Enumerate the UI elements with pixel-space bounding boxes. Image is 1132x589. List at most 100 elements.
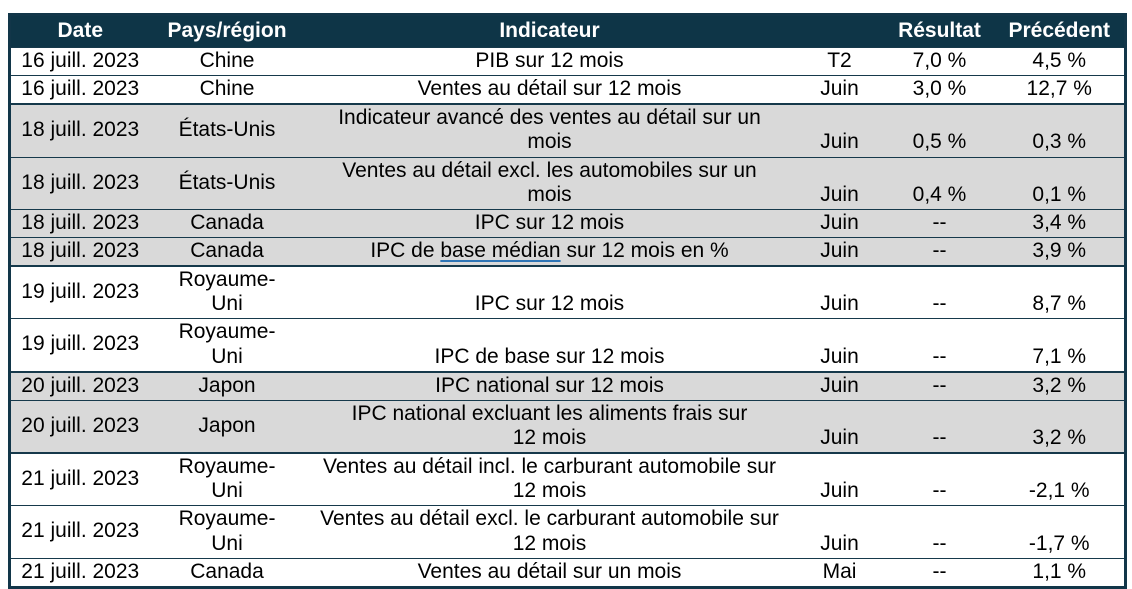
cell-pays: Japon xyxy=(149,370,305,401)
cell-periode: Juin xyxy=(794,103,885,158)
table-row: 19 juill. 2023 Royaume- Uni IPC sur 12 m… xyxy=(9,265,1126,319)
cell-indicateur: IPC de base médian sur 12 mois en % xyxy=(304,236,795,267)
cell-periode: Juin xyxy=(794,265,885,319)
cell-periode: Juin xyxy=(794,156,885,210)
cell-indicateur: IPC sur 12 mois xyxy=(304,208,795,238)
table-row: 20 juill. 2023 Japon IPC national exclua… xyxy=(9,399,1126,454)
cell-precedent: 3,2 % xyxy=(994,370,1126,401)
table-row: 20 juill. 2023 Japon IPC national sur 12… xyxy=(9,370,1126,401)
table-row: 18 juill. 2023 Canada IPC sur 12 mois Ju… xyxy=(9,208,1126,238)
cell-date: 20 juill. 2023 xyxy=(9,399,150,454)
cell-periode: Mai xyxy=(794,557,885,588)
cell-date: 16 juill. 2023 xyxy=(9,75,150,105)
cell-pays: Royaume- Uni xyxy=(149,452,305,506)
cell-resultat: -- xyxy=(884,265,995,319)
table-row: 21 juill. 2023 Royaume- Uni Ventes au dé… xyxy=(9,505,1126,559)
cell-date: 20 juill. 2023 xyxy=(9,370,150,401)
table-row: 18 juill. 2023 Canada IPC de base médian… xyxy=(9,236,1126,267)
cell-periode: Juin xyxy=(794,318,885,372)
cell-date: 21 juill. 2023 xyxy=(9,505,150,559)
cell-pays: Chine xyxy=(149,46,305,76)
cell-indicateur: Ventes au détail sur un mois xyxy=(304,557,795,588)
table-row: 21 juill. 2023 Royaume- Uni Ventes au dé… xyxy=(9,452,1126,506)
cell-indicateur: Ventes au détail incl. le carburant auto… xyxy=(304,452,795,506)
column-header-periode xyxy=(794,14,885,48)
cell-indicateur: Ventes au détail excl. les automobiles s… xyxy=(304,156,795,210)
cell-pays: Canada xyxy=(149,236,305,267)
cell-date: 18 juill. 2023 xyxy=(9,236,150,267)
cell-date: 21 juill. 2023 xyxy=(9,452,150,506)
indicator-link[interactable]: base médian xyxy=(440,238,561,262)
cell-resultat: -- xyxy=(884,236,995,267)
economic-calendar-table: Date Pays/région Indicateur Résultat Pré… xyxy=(8,13,1127,589)
cell-pays: Royaume- Uni xyxy=(149,318,305,372)
header-row: Date Pays/région Indicateur Résultat Pré… xyxy=(9,14,1126,48)
cell-resultat: -- xyxy=(884,557,995,588)
cell-periode: Juin xyxy=(794,399,885,454)
cell-periode: Juin xyxy=(794,75,885,105)
table-row: 16 juill. 2023 Chine Ventes au détail su… xyxy=(9,75,1126,105)
cell-pays: Canada xyxy=(149,208,305,238)
cell-resultat: 7,0 % xyxy=(884,46,995,76)
cell-precedent: 7,1 % xyxy=(994,318,1126,372)
cell-pays: États-Unis xyxy=(149,156,305,210)
column-header-resultat: Résultat xyxy=(884,14,995,48)
cell-precedent: 8,7 % xyxy=(994,265,1126,319)
cell-date: 19 juill. 2023 xyxy=(9,318,150,372)
cell-resultat: 0,4 % xyxy=(884,156,995,210)
cell-indicateur: IPC sur 12 mois xyxy=(304,265,795,319)
cell-precedent: 0,1 % xyxy=(994,156,1126,210)
cell-date: 18 juill. 2023 xyxy=(9,208,150,238)
table-row: 18 juill. 2023 États-Unis Ventes au déta… xyxy=(9,156,1126,210)
table-row: 19 juill. 2023 Royaume- Uni IPC de base … xyxy=(9,318,1126,372)
cell-date: 16 juill. 2023 xyxy=(9,46,150,76)
cell-precedent: 3,2 % xyxy=(994,399,1126,454)
cell-indicateur: Ventes au détail sur 12 mois xyxy=(304,75,795,105)
cell-resultat: -- xyxy=(884,208,995,238)
cell-precedent: -1,7 % xyxy=(994,505,1126,559)
cell-pays: Royaume- Uni xyxy=(149,265,305,319)
table-row: 16 juill. 2023 Chine PIB sur 12 mois T2 … xyxy=(9,46,1126,76)
cell-indicateur: PIB sur 12 mois xyxy=(304,46,795,76)
cell-resultat: 0,5 % xyxy=(884,103,995,158)
cell-date: 21 juill. 2023 xyxy=(9,557,150,588)
table-row: 21 juill. 2023 Canada Ventes au détail s… xyxy=(9,557,1126,588)
cell-pays: Canada xyxy=(149,557,305,588)
column-header-precedent: Précédent xyxy=(994,14,1126,48)
cell-indicateur: IPC de base sur 12 mois xyxy=(304,318,795,372)
cell-periode: Juin xyxy=(794,452,885,506)
cell-precedent: 12,7 % xyxy=(994,75,1126,105)
cell-resultat: -- xyxy=(884,318,995,372)
indicator-text: IPC de xyxy=(370,238,441,262)
cell-precedent: 3,9 % xyxy=(994,236,1126,267)
cell-precedent: 3,4 % xyxy=(994,208,1126,238)
cell-resultat: -- xyxy=(884,370,995,401)
cell-date: 19 juill. 2023 xyxy=(9,265,150,319)
cell-date: 18 juill. 2023 xyxy=(9,156,150,210)
table-header: Date Pays/région Indicateur Résultat Pré… xyxy=(9,14,1126,48)
table-body: 16 juill. 2023 Chine PIB sur 12 mois T2 … xyxy=(9,46,1126,588)
cell-pays: Japon xyxy=(149,399,305,454)
cell-resultat: -- xyxy=(884,505,995,559)
cell-precedent: -2,1 % xyxy=(994,452,1126,506)
cell-indicateur: IPC national sur 12 mois xyxy=(304,370,795,401)
cell-resultat: 3,0 % xyxy=(884,75,995,105)
cell-precedent: 0,3 % xyxy=(994,103,1126,158)
indicator-text: sur 12 mois en % xyxy=(560,238,729,262)
cell-indicateur: Ventes au détail excl. le carburant auto… xyxy=(304,505,795,559)
cell-resultat: -- xyxy=(884,399,995,454)
cell-periode: T2 xyxy=(794,46,885,76)
column-header-date: Date xyxy=(9,14,150,48)
cell-precedent: 4,5 % xyxy=(994,46,1126,76)
cell-indicateur: IPC national excluant les aliments frais… xyxy=(304,399,795,454)
cell-periode: Juin xyxy=(794,236,885,267)
cell-resultat: -- xyxy=(884,452,995,506)
cell-periode: Juin xyxy=(794,505,885,559)
column-header-indicateur: Indicateur xyxy=(304,14,795,48)
cell-pays: États-Unis xyxy=(149,103,305,158)
cell-periode: Juin xyxy=(794,370,885,401)
cell-periode: Juin xyxy=(794,208,885,238)
cell-precedent: 1,1 % xyxy=(994,557,1126,588)
cell-pays: Chine xyxy=(149,75,305,105)
